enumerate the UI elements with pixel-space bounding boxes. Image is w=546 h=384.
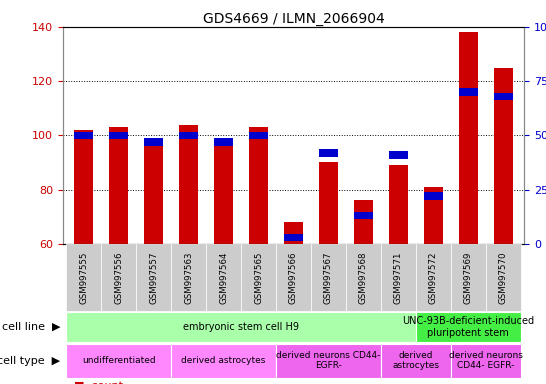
- Bar: [424, 192, 443, 200]
- Bar: [109, 127, 128, 244]
- Bar: [416, 244, 451, 311]
- Bar: [424, 187, 443, 244]
- Text: undifferentiated: undifferentiated: [82, 356, 156, 365]
- Bar: [319, 149, 338, 157]
- Text: ■  count: ■ count: [74, 381, 123, 384]
- Text: cell line  ▶: cell line ▶: [2, 322, 60, 332]
- Text: GSM997570: GSM997570: [498, 251, 508, 304]
- Text: GSM997569: GSM997569: [464, 251, 473, 304]
- Bar: [171, 344, 276, 377]
- Bar: [494, 68, 513, 244]
- Title: GDS4669 / ILMN_2066904: GDS4669 / ILMN_2066904: [203, 12, 384, 26]
- Bar: [109, 132, 128, 139]
- Text: GSM997571: GSM997571: [394, 251, 403, 304]
- Text: derived neurons CD44-
EGFR-: derived neurons CD44- EGFR-: [276, 351, 381, 371]
- Bar: [66, 312, 416, 342]
- Text: derived
astrocytes: derived astrocytes: [393, 351, 440, 371]
- Bar: [74, 132, 93, 139]
- Bar: [179, 124, 198, 244]
- Bar: [144, 138, 163, 146]
- Bar: [459, 88, 478, 96]
- Text: GSM997557: GSM997557: [149, 251, 158, 304]
- Bar: [494, 93, 513, 100]
- Text: GSM997566: GSM997566: [289, 251, 298, 304]
- Bar: [459, 32, 478, 244]
- Bar: [389, 151, 408, 159]
- Text: cell type  ▶: cell type ▶: [0, 356, 60, 366]
- Bar: [249, 132, 268, 139]
- Text: GSM997564: GSM997564: [219, 251, 228, 304]
- Bar: [276, 244, 311, 311]
- Bar: [206, 244, 241, 311]
- Text: embryonic stem cell H9: embryonic stem cell H9: [183, 322, 299, 332]
- Bar: [381, 244, 416, 311]
- Text: derived astrocytes: derived astrocytes: [181, 356, 266, 365]
- Bar: [416, 312, 521, 342]
- Bar: [284, 233, 303, 241]
- Bar: [319, 162, 338, 244]
- Bar: [171, 244, 206, 311]
- Text: GSM997567: GSM997567: [324, 251, 333, 304]
- Bar: [311, 244, 346, 311]
- Bar: [354, 200, 373, 244]
- Text: GSM997565: GSM997565: [254, 251, 263, 304]
- Bar: [276, 344, 381, 377]
- Text: GSM997555: GSM997555: [79, 251, 88, 304]
- Bar: [451, 344, 521, 377]
- Bar: [214, 144, 233, 244]
- Bar: [66, 344, 171, 377]
- Bar: [354, 212, 373, 219]
- Bar: [214, 138, 233, 146]
- Bar: [486, 244, 521, 311]
- Bar: [144, 138, 163, 244]
- Bar: [241, 244, 276, 311]
- Bar: [284, 222, 303, 244]
- Bar: [136, 244, 171, 311]
- Bar: [101, 244, 136, 311]
- Text: GSM997556: GSM997556: [114, 251, 123, 304]
- Bar: [381, 344, 451, 377]
- Bar: [179, 132, 198, 139]
- Text: UNC-93B-deficient-induced
pluripotent stem: UNC-93B-deficient-induced pluripotent st…: [402, 316, 535, 338]
- Text: GSM997568: GSM997568: [359, 251, 368, 304]
- Bar: [451, 244, 486, 311]
- Text: GSM997563: GSM997563: [184, 251, 193, 304]
- Text: GSM997572: GSM997572: [429, 251, 438, 304]
- Bar: [249, 127, 268, 244]
- Bar: [66, 244, 101, 311]
- Bar: [346, 244, 381, 311]
- Text: derived neurons
CD44- EGFR-: derived neurons CD44- EGFR-: [449, 351, 523, 371]
- Bar: [74, 130, 93, 244]
- Bar: [389, 165, 408, 244]
